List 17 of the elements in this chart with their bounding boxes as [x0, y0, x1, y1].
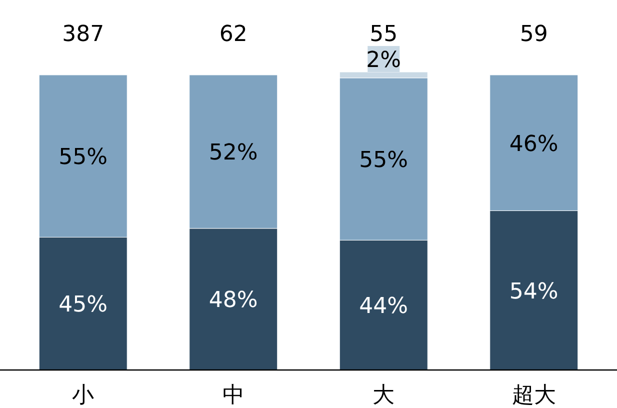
- data-label: 52%: [208, 140, 258, 166]
- x-tick-label: 中: [222, 383, 244, 408]
- annotation: 62: [219, 22, 248, 47]
- data-label: 55%: [58, 145, 108, 170]
- data-label: 2%: [366, 48, 402, 73]
- data-label: 44%: [359, 294, 408, 320]
- x-tick-label: 超大: [512, 383, 556, 408]
- data-label: 45%: [58, 292, 108, 318]
- data-label: 48%: [208, 288, 258, 314]
- data-label: 55%: [359, 148, 408, 174]
- x-tick-label: 大: [372, 383, 395, 408]
- annotation: 387: [62, 22, 104, 47]
- data-label: 54%: [509, 279, 558, 304]
- data-label: 46%: [509, 132, 558, 157]
- x-tick-label: 小: [72, 383, 94, 408]
- annotation: 55: [370, 22, 398, 47]
- annotation: 59: [520, 22, 548, 47]
